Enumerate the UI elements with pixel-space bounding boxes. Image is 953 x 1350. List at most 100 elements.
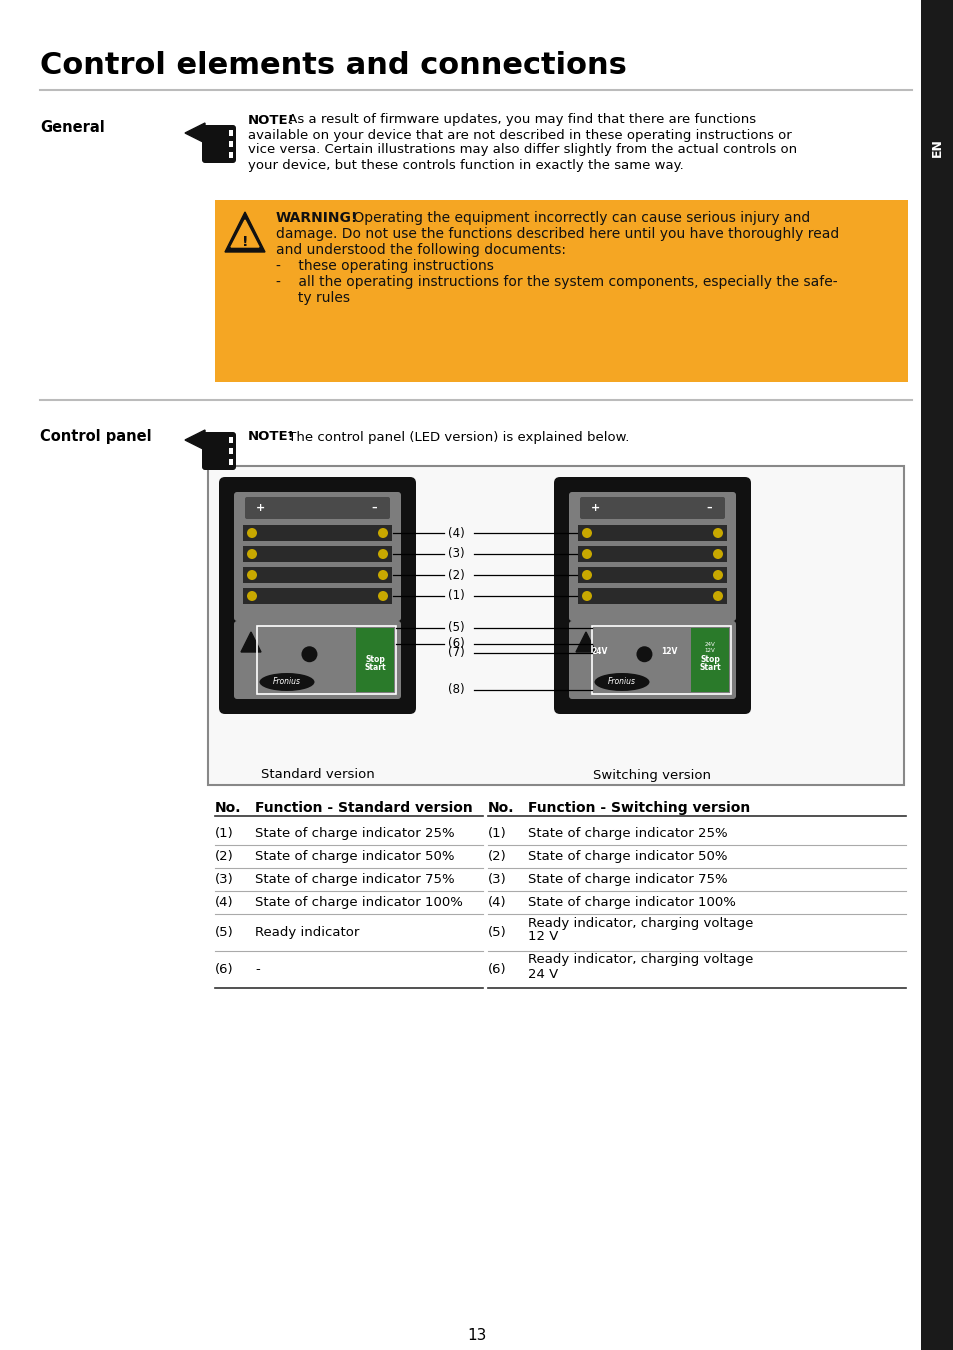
Text: No.: No.: [214, 801, 241, 815]
Circle shape: [247, 570, 256, 580]
Text: Stop: Stop: [700, 655, 720, 663]
Bar: [229, 448, 233, 454]
Text: NOTE!: NOTE!: [248, 431, 294, 444]
Bar: [578, 525, 726, 541]
FancyBboxPatch shape: [219, 477, 416, 714]
Text: State of charge indicator 100%: State of charge indicator 100%: [254, 896, 462, 909]
Text: !: !: [241, 235, 248, 248]
Polygon shape: [185, 123, 205, 143]
Circle shape: [247, 549, 256, 559]
Polygon shape: [576, 632, 596, 652]
Text: 24V: 24V: [591, 647, 608, 656]
Text: (2): (2): [214, 850, 233, 863]
FancyBboxPatch shape: [233, 491, 400, 621]
Text: +: +: [256, 504, 265, 513]
Text: Control elements and connections: Control elements and connections: [40, 50, 626, 80]
Text: –: –: [705, 504, 711, 513]
Bar: [578, 545, 726, 562]
Text: and understood the following documents:: and understood the following documents:: [275, 243, 565, 256]
Text: (1): (1): [214, 828, 233, 840]
FancyBboxPatch shape: [554, 477, 750, 714]
Polygon shape: [231, 220, 258, 247]
Circle shape: [712, 549, 722, 559]
Bar: [578, 567, 726, 583]
Text: –: –: [371, 504, 376, 513]
Text: -    these operating instructions: - these operating instructions: [275, 259, 494, 273]
Text: Fronius: Fronius: [607, 678, 636, 687]
Text: Ready indicator, charging voltage: Ready indicator, charging voltage: [527, 917, 753, 930]
Circle shape: [377, 570, 388, 580]
Circle shape: [581, 528, 592, 539]
Polygon shape: [241, 632, 261, 652]
Text: +: +: [591, 504, 600, 513]
Bar: [920, 0, 953, 1350]
Ellipse shape: [594, 674, 649, 691]
Text: (6): (6): [214, 963, 233, 976]
Text: damage. Do not use the functions described here until you have thoroughly read: damage. Do not use the functions describ…: [275, 227, 839, 242]
Bar: [690, 628, 728, 693]
Text: (4): (4): [488, 896, 506, 909]
Text: Standard version: Standard version: [260, 768, 374, 782]
Bar: [578, 589, 726, 603]
Text: (5): (5): [448, 621, 464, 634]
Text: (8): (8): [448, 683, 464, 697]
Text: (1): (1): [488, 828, 506, 840]
Text: (1): (1): [448, 590, 464, 602]
Bar: [243, 589, 392, 603]
Text: NOTE!: NOTE!: [248, 113, 294, 127]
Polygon shape: [185, 431, 205, 450]
Circle shape: [247, 591, 256, 601]
Bar: [229, 459, 233, 464]
Bar: [208, 466, 903, 784]
Text: Start: Start: [699, 663, 720, 671]
Circle shape: [636, 647, 652, 663]
Text: 24V: 24V: [704, 641, 715, 647]
Text: (6): (6): [448, 637, 464, 651]
Text: WARNING!: WARNING!: [275, 211, 358, 225]
Circle shape: [301, 647, 317, 663]
Bar: [214, 200, 907, 382]
Text: State of charge indicator 25%: State of charge indicator 25%: [254, 828, 455, 840]
FancyBboxPatch shape: [202, 126, 235, 163]
Text: State of charge indicator 75%: State of charge indicator 75%: [254, 873, 455, 886]
Circle shape: [581, 591, 592, 601]
FancyBboxPatch shape: [568, 491, 735, 621]
Text: 12V: 12V: [660, 647, 677, 656]
Text: ty rules: ty rules: [275, 292, 350, 305]
Circle shape: [377, 549, 388, 559]
Text: vice versa. Certain illustrations may also differ slightly from the actual contr: vice versa. Certain illustrations may al…: [248, 143, 797, 157]
Circle shape: [377, 591, 388, 601]
Circle shape: [581, 549, 592, 559]
Text: Function - Switching version: Function - Switching version: [527, 801, 749, 815]
Text: 12V: 12V: [704, 648, 715, 653]
Text: (6): (6): [488, 963, 506, 976]
Bar: [243, 525, 392, 541]
Polygon shape: [225, 212, 265, 252]
Text: Start: Start: [364, 663, 385, 671]
Text: Control panel: Control panel: [40, 429, 152, 444]
Text: 24 V: 24 V: [527, 968, 558, 980]
Text: (3): (3): [214, 873, 233, 886]
Text: The control panel (LED version) is explained below.: The control panel (LED version) is expla…: [284, 431, 629, 444]
Text: Ready indicator, charging voltage: Ready indicator, charging voltage: [527, 953, 753, 967]
Text: Switching version: Switching version: [593, 768, 711, 782]
Text: 13: 13: [467, 1327, 486, 1342]
Text: Stop: Stop: [365, 655, 384, 663]
Circle shape: [581, 570, 592, 580]
Text: (4): (4): [214, 896, 233, 909]
Text: 12 V: 12 V: [527, 930, 558, 944]
Text: General: General: [40, 120, 105, 135]
Text: No.: No.: [488, 801, 514, 815]
Text: available on your device that are not described in these operating instructions : available on your device that are not de…: [248, 128, 791, 142]
Bar: [355, 628, 394, 693]
Text: Fronius: Fronius: [273, 678, 301, 687]
Text: -    all the operating instructions for the system components, especially the sa: - all the operating instructions for the…: [275, 275, 837, 289]
Bar: [243, 567, 392, 583]
Text: (2): (2): [488, 850, 506, 863]
Text: State of charge indicator 50%: State of charge indicator 50%: [527, 850, 727, 863]
Circle shape: [377, 528, 388, 539]
Bar: [256, 626, 395, 694]
Circle shape: [712, 528, 722, 539]
Text: State of charge indicator 75%: State of charge indicator 75%: [527, 873, 727, 886]
Circle shape: [247, 528, 256, 539]
